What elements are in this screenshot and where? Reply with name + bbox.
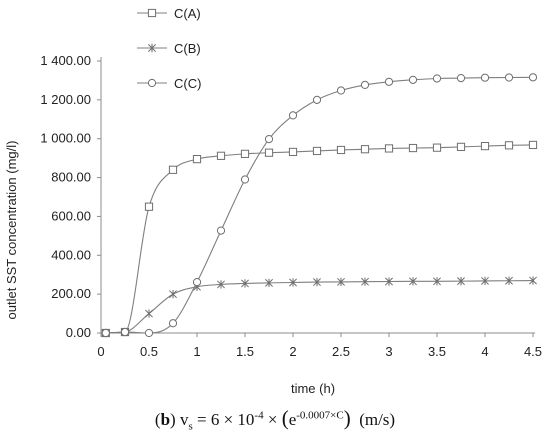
x-tick-label: 2.5	[332, 344, 350, 359]
legend: C(A) C(B) C(C)	[137, 6, 201, 91]
series-star	[101, 276, 537, 338]
data-point	[337, 277, 345, 287]
legend-item: C(C)	[137, 76, 201, 91]
data-point	[312, 95, 322, 104]
series-line	[105, 76, 534, 334]
data-point	[384, 77, 394, 86]
data-point	[529, 276, 537, 285]
data-point	[241, 279, 249, 288]
data-point	[409, 277, 417, 286]
legend-marker	[148, 43, 156, 53]
caption-e: e	[288, 410, 297, 429]
y-tick-label: 1 000.00	[40, 131, 91, 146]
series-layer	[101, 73, 538, 338]
data-point	[384, 144, 394, 153]
data-point	[289, 278, 297, 287]
data-point	[505, 276, 513, 285]
x-tick-label: 0.5	[140, 344, 158, 359]
data-point	[336, 86, 346, 95]
data-point	[144, 328, 154, 338]
data-point	[456, 142, 466, 151]
data-point	[385, 277, 393, 286]
data-point	[217, 280, 225, 289]
data-point	[457, 276, 465, 286]
data-point	[265, 278, 273, 288]
x-tick-label: 2	[289, 344, 296, 359]
data-point	[360, 80, 370, 89]
data-point	[169, 289, 177, 299]
caption-exp1: -4	[254, 409, 264, 422]
legend-item: C(B)	[137, 41, 201, 56]
data-point	[481, 276, 489, 286]
data-point	[432, 74, 442, 83]
caption-exp2: -0.0007×C	[296, 409, 344, 422]
caption-label: b	[160, 410, 171, 429]
x-tick-label: 4	[481, 344, 488, 359]
y-tick-label: 0.00	[66, 325, 91, 340]
y-tick-label: 200.00	[51, 286, 91, 301]
data-point	[456, 73, 466, 83]
x-tick-label: 4.5	[524, 344, 542, 359]
data-point	[528, 73, 538, 82]
caption-times: ×	[263, 410, 282, 429]
data-point	[480, 73, 490, 82]
series-square	[101, 140, 538, 338]
data-point	[168, 319, 178, 328]
data-point	[240, 149, 250, 158]
data-point	[408, 143, 418, 153]
data-point	[192, 277, 202, 287]
data-point	[288, 147, 298, 157]
caption-eq: = 6 × 10	[192, 410, 255, 429]
data-point	[433, 277, 441, 286]
data-point	[361, 277, 369, 286]
x-tick-label: 3.5	[428, 344, 446, 359]
data-point	[336, 145, 346, 155]
legend-label: C(B)	[174, 41, 201, 56]
legend-label: C(C)	[174, 76, 201, 91]
legend-marker	[147, 78, 157, 88]
data-point	[216, 151, 226, 160]
data-point	[145, 309, 153, 318]
data-point	[313, 277, 321, 287]
series-circle	[101, 73, 538, 338]
data-point	[264, 135, 274, 144]
y-tick-label: 400.00	[51, 247, 91, 262]
caption-v-sub: s	[188, 420, 193, 433]
y-tick-label: 1 400.00	[40, 53, 91, 68]
data-point	[101, 328, 110, 338]
data-point	[432, 143, 442, 152]
data-point	[240, 175, 250, 184]
x-tick-label: 1	[193, 344, 200, 359]
data-point	[168, 165, 178, 174]
y-axis-title: outlet SST concentration (mg/l)	[4, 141, 19, 320]
y-tick-label: 600.00	[51, 208, 91, 223]
legend-item: C(A)	[137, 6, 201, 21]
caption-v: v	[179, 410, 189, 429]
data-point	[288, 111, 298, 120]
data-point	[144, 202, 154, 211]
y-tick-label: 800.00	[51, 170, 91, 185]
data-point	[192, 155, 202, 164]
data-point	[480, 141, 490, 151]
data-point	[216, 226, 226, 235]
x-tick-label: 3	[385, 344, 392, 359]
data-point	[528, 140, 538, 150]
x-axis-title: time (h)	[291, 381, 335, 396]
x-tick-label: 1.5	[236, 344, 254, 359]
data-point	[264, 148, 274, 157]
legend-label: C(A)	[174, 6, 201, 21]
y-tick-label: 1 200.00	[40, 92, 91, 107]
data-point	[120, 327, 130, 337]
data-point	[408, 75, 418, 84]
data-point	[312, 146, 322, 156]
data-point	[504, 141, 514, 150]
x-tick-label: 0	[97, 344, 104, 359]
data-point	[504, 73, 514, 82]
caption-units: (m/s)	[359, 410, 396, 429]
legend-marker	[147, 8, 157, 18]
figure-caption: (b) vs = 6 × 10-4 × (e-0.0007×C) (m/s)	[154, 406, 396, 433]
data-point	[360, 145, 370, 154]
